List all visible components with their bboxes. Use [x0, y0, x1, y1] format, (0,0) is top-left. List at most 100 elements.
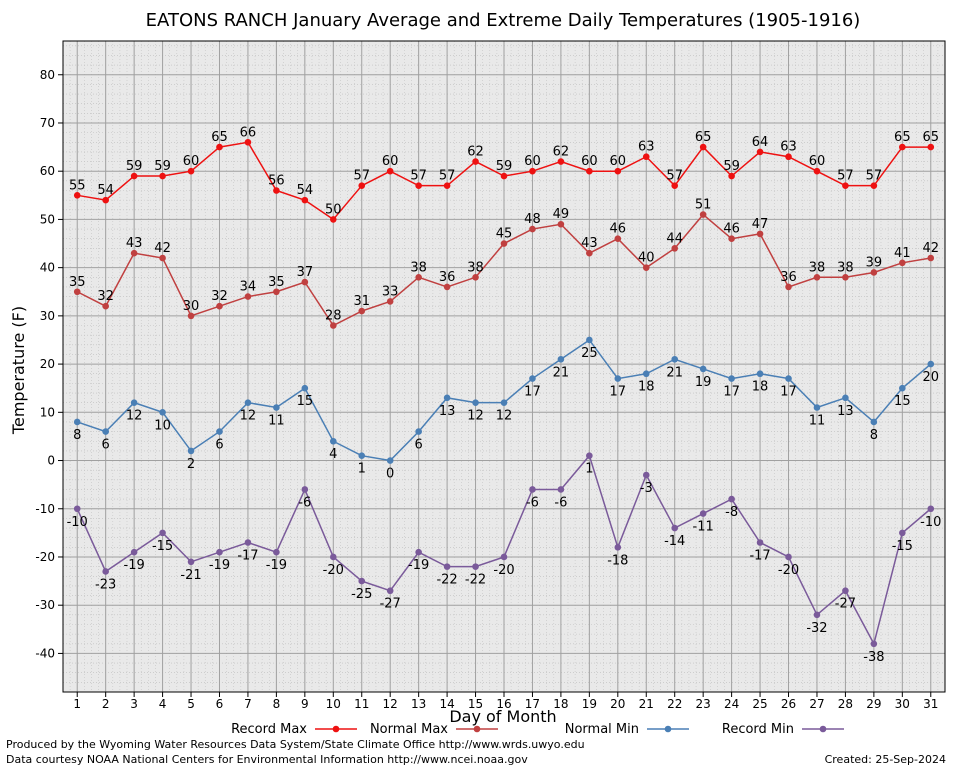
- record-min-data-label: -20: [323, 563, 344, 578]
- record-max-point: [386, 167, 394, 175]
- normal-min-data-label: 21: [553, 365, 570, 380]
- normal-min-data-label: 6: [215, 438, 223, 453]
- x-tick-label: 9: [301, 697, 309, 711]
- y-tick-label: 30: [40, 309, 55, 323]
- normal-max-data-label: 41: [894, 246, 911, 261]
- record-max-data-label: 59: [154, 159, 171, 174]
- x-tick-label: 28: [838, 697, 853, 711]
- record-max-point: [899, 143, 906, 151]
- normal-max-data-label: 35: [69, 275, 86, 290]
- normal-max-data-label: 46: [610, 222, 627, 237]
- record-max-point: [529, 167, 536, 175]
- y-tick-label: 40: [40, 261, 55, 275]
- x-tick-label: 5: [187, 697, 195, 711]
- x-tick-label: 22: [667, 697, 682, 711]
- record-min-point: [671, 524, 679, 532]
- normal-max-data-label: 43: [581, 236, 598, 251]
- record-min-point: [728, 495, 735, 503]
- record-max-data-label: 64: [752, 135, 769, 150]
- normal-min-data-label: 8: [870, 428, 878, 443]
- record-max-data-label: 57: [866, 169, 883, 184]
- normal-max-point: [899, 259, 906, 267]
- record-max-data-label: 62: [467, 145, 484, 160]
- record-min-data-label: -22: [465, 573, 486, 588]
- record-max-data-label: 65: [695, 130, 712, 145]
- x-tick-label: 29: [866, 697, 881, 711]
- x-tick-label: 30: [895, 697, 910, 711]
- normal-max-data-label: 31: [353, 294, 370, 309]
- record-min-point: [927, 505, 935, 513]
- normal-max-point: [273, 288, 280, 296]
- normal-min-data-label: 6: [415, 438, 423, 453]
- normal-max-point: [301, 278, 309, 286]
- normal-min-point: [415, 428, 422, 435]
- normal-min-data-label: 13: [439, 404, 456, 419]
- normal-min-point: [813, 404, 821, 411]
- x-tick-label: 18: [553, 697, 568, 711]
- normal-max-point: [130, 249, 138, 257]
- record-min-point: [842, 587, 849, 595]
- normal-max-point: [614, 235, 622, 243]
- normal-min-data-label: 21: [666, 365, 683, 380]
- y-tick-label: 60: [40, 164, 55, 178]
- normal-min-point: [329, 437, 337, 445]
- record-max-point: [870, 182, 878, 189]
- x-tick-label: 27: [809, 697, 824, 711]
- normal-min-data-label: 13: [837, 404, 854, 419]
- record-max-point: [443, 182, 451, 189]
- normal-max-point: [415, 273, 422, 281]
- record-min-data-label: -19: [408, 558, 429, 573]
- normal-min-legend-swatch-marker: [664, 725, 672, 733]
- normal-max-data-label: 47: [752, 217, 769, 232]
- record-max-point: [842, 182, 849, 189]
- x-tick-label: 2: [102, 697, 110, 711]
- normal-min-point: [785, 375, 792, 382]
- record-min-point: [130, 548, 138, 556]
- x-tick-label: 20: [610, 697, 625, 711]
- normal-max-data-label: 49: [553, 207, 570, 222]
- normal-min-point: [216, 428, 223, 435]
- normal-max-point: [500, 240, 508, 247]
- record-min-data-label: -17: [237, 549, 258, 564]
- record-min-legend-swatch-marker: [819, 725, 827, 733]
- record-max-point: [73, 192, 81, 199]
- normal-min-data-label: 25: [581, 346, 598, 361]
- normal-min-point: [472, 399, 479, 406]
- normal-max-point: [102, 302, 109, 310]
- record-max-data-label: 57: [410, 169, 427, 184]
- normal-min-point: [73, 418, 81, 426]
- normal-min-data-label: 18: [638, 380, 655, 395]
- record-max-data-label: 57: [353, 169, 370, 184]
- record-min-point: [244, 539, 252, 546]
- record-min-point: [756, 539, 764, 546]
- record-max-data-label: 65: [923, 130, 940, 145]
- x-tick-label: 23: [696, 697, 711, 711]
- record-min-point: [358, 577, 366, 585]
- record-min-data-label: -27: [380, 597, 401, 612]
- x-tick-label: 13: [411, 697, 426, 711]
- record-max-point: [102, 196, 109, 204]
- record-min-point: [273, 548, 280, 556]
- footer-data-courtesy: Data courtesy NOAA National Centers for …: [6, 753, 528, 766]
- normal-min-data-label: 11: [809, 413, 826, 428]
- record-max-data-label: 60: [610, 154, 627, 169]
- normal-min-data-label: 20: [923, 370, 940, 385]
- normal-min-point: [899, 384, 906, 392]
- record-min-point: [614, 544, 622, 551]
- record-min-point: [472, 563, 479, 570]
- x-tick-label: 25: [752, 697, 767, 711]
- record-max-data-label: 60: [809, 154, 826, 169]
- record-min-data-label: -20: [493, 563, 514, 578]
- record-max-point: [244, 138, 252, 146]
- normal-min-point: [870, 418, 878, 426]
- normal-min-data-label: 12: [240, 409, 257, 424]
- normal-max-point: [557, 220, 565, 228]
- normal-min-point: [699, 365, 707, 373]
- normal-max-data-label: 38: [809, 260, 826, 275]
- record-min-data-label: -32: [806, 621, 827, 636]
- record-min-point: [415, 548, 422, 556]
- normal-max-point: [159, 254, 166, 262]
- x-axis-label: Day of Month: [449, 707, 556, 726]
- series-lines: [73, 138, 935, 648]
- normal-min-legend-label: Normal Min: [565, 722, 639, 737]
